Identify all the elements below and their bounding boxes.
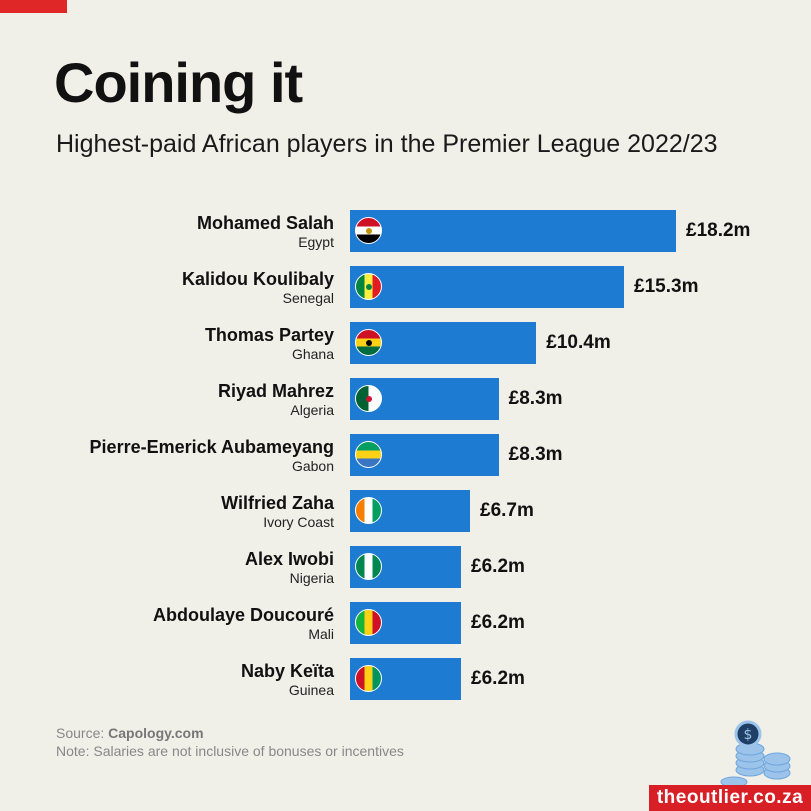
bar-row: Naby Keïta Guinea £6.2m	[0, 658, 811, 700]
player-country: Ghana	[291, 346, 334, 362]
player-name: Thomas Partey	[204, 325, 334, 345]
player-name: Wilfried Zaha	[221, 493, 334, 513]
value-label: £6.2m	[471, 612, 525, 633]
value-label: £6.7m	[480, 500, 534, 521]
player-country: Mali	[308, 626, 334, 642]
player-country: Gabon	[291, 458, 334, 474]
bar-row: Mohamed Salah Egypt £18.2m	[0, 210, 811, 252]
page-subtitle: Highest-paid African players in the Prem…	[56, 130, 718, 158]
value-label: £18.2m	[686, 220, 751, 241]
player-name: Alex Iwobi	[244, 549, 334, 569]
flag-icon	[355, 665, 382, 692]
player-country: Guinea	[288, 682, 334, 698]
source: Source: Capology.com	[56, 725, 204, 741]
bar-row: Pierre-Emerick Aubameyang Gabon £8.3m	[0, 434, 811, 476]
flag-icon	[355, 609, 382, 636]
bar	[350, 266, 625, 308]
note: Note: Salaries are not inclusive of bonu…	[56, 743, 404, 759]
coins-icon: $	[720, 720, 791, 786]
value-label: £10.4m	[546, 332, 611, 353]
value-label: £6.2m	[471, 556, 525, 577]
source-name: Capology.com	[108, 725, 204, 741]
player-name: Riyad Mahrez	[217, 381, 334, 401]
bar	[350, 210, 676, 252]
player-country: Ivory Coast	[263, 514, 334, 530]
accent-bar	[0, 0, 67, 13]
player-name: Abdoulaye Doucouré	[152, 605, 334, 625]
source-prefix: Source:	[56, 725, 109, 741]
bar-row: Alex Iwobi Nigeria £6.2m	[0, 546, 811, 588]
value-label: £8.3m	[508, 388, 563, 409]
svg-text:$: $	[744, 727, 753, 743]
value-label: £8.3m	[508, 444, 563, 465]
bar-row: Kalidou Koulibaly Senegal £15.3m	[0, 266, 811, 308]
flag-icon	[355, 553, 382, 580]
bar-row: Wilfried Zaha Ivory Coast £6.7m	[0, 490, 811, 532]
bar-row: Abdoulaye Doucouré Mali £6.2m	[0, 602, 811, 644]
player-name: Kalidou Koulibaly	[181, 269, 334, 289]
player-country: Algeria	[290, 402, 334, 418]
bar-row: Riyad Mahrez Algeria £8.3m	[0, 378, 811, 420]
player-name: Mohamed Salah	[196, 213, 334, 233]
player-name: Pierre-Emerick Aubameyang	[89, 437, 334, 457]
page-title: Coining it	[54, 51, 303, 114]
flag-icon	[355, 385, 382, 412]
flag-icon	[355, 273, 382, 300]
player-name: Naby Keïta	[240, 661, 334, 681]
player-country: Senegal	[282, 290, 334, 306]
player-country: Egypt	[298, 234, 334, 250]
flag-icon	[355, 329, 382, 356]
flag-icon	[355, 217, 382, 244]
bar-row: Thomas Partey Ghana £10.4m	[0, 322, 811, 364]
value-label: £15.3m	[634, 276, 699, 297]
value-label: £6.2m	[471, 668, 525, 689]
brand-link[interactable]: theoutlier.co.za	[649, 785, 811, 811]
flag-icon	[355, 441, 382, 468]
player-country: Nigeria	[289, 570, 334, 586]
flag-icon	[355, 497, 382, 524]
